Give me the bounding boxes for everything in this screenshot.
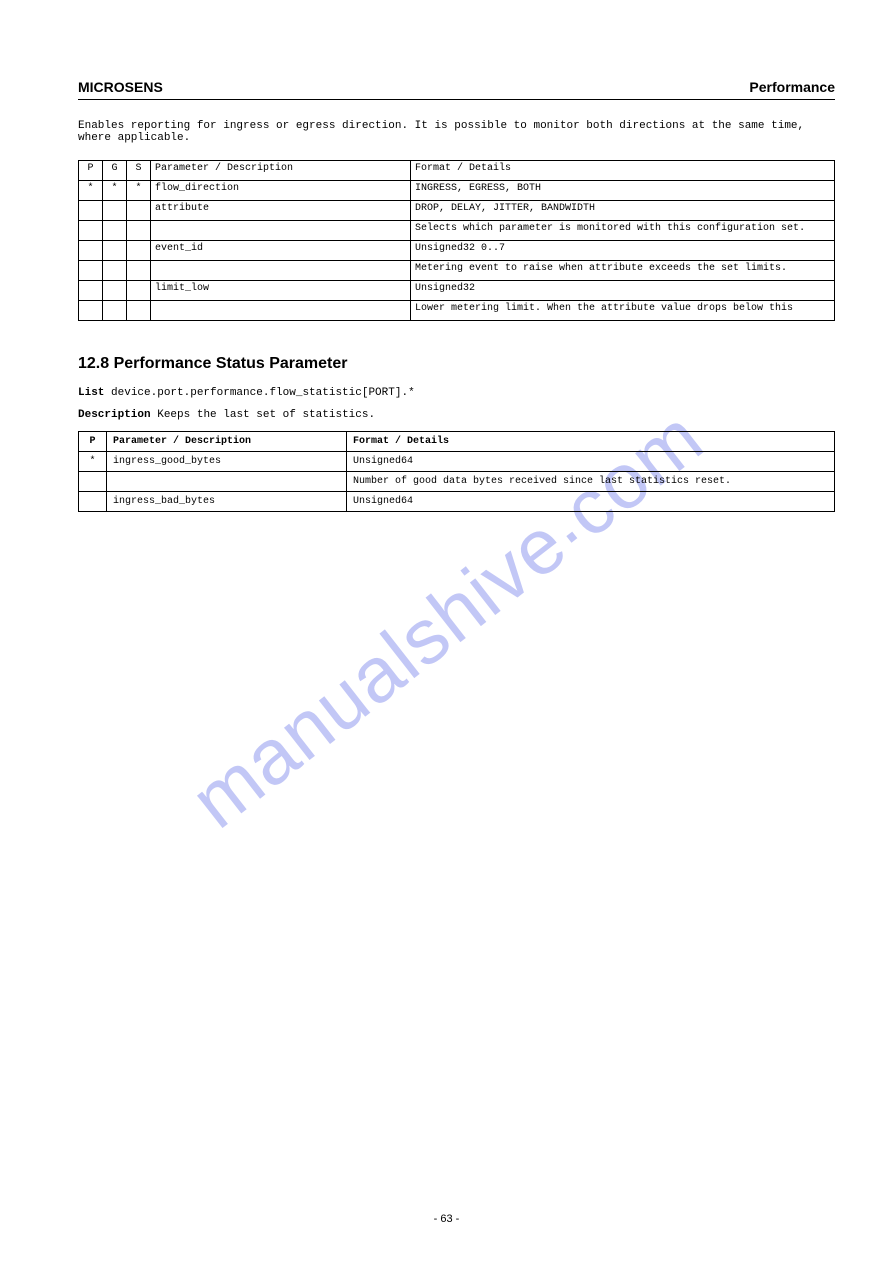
table-cell [79, 472, 107, 492]
table-cell [127, 281, 151, 301]
table-cell [127, 201, 151, 221]
table-cell [79, 492, 107, 512]
table-cell [103, 281, 127, 301]
table-cell [127, 301, 151, 321]
page-header: MICROSENS Performance [78, 70, 835, 100]
list-line: List device.port.performance.flow_statis… [78, 387, 835, 399]
table-cell [151, 221, 411, 241]
table-cell [79, 281, 103, 301]
table-cell: * [127, 181, 151, 201]
table-cell: attribute [151, 201, 411, 221]
desc-label: Description [78, 409, 151, 421]
table-cell: event_id [151, 241, 411, 261]
table-cell: INGRESS, EGRESS, BOTH [411, 181, 835, 201]
table-cell: Unsigned64 [347, 452, 835, 472]
table-header-row: P G S Parameter / Description Format / D… [79, 161, 835, 181]
table-cell [103, 261, 127, 281]
table-cell: Selects which parameter is monitored wit… [411, 221, 835, 241]
table-header-row: P Parameter / Description Format / Detai… [79, 432, 835, 452]
table-cell: DROP, DELAY, JITTER, BANDWIDTH [411, 201, 835, 221]
intro-text: Enables reporting for ingress or egress … [78, 120, 835, 144]
table-cell: flow_direction [151, 181, 411, 201]
table-cell: Number of good data bytes received since… [347, 472, 835, 492]
table-cell [151, 301, 411, 321]
table-cell [103, 301, 127, 321]
table-header-cell: P [79, 161, 103, 181]
table-row: attribute DROP, DELAY, JITTER, BANDWIDTH [79, 201, 835, 221]
page-content: MICROSENS Performance Enables reporting … [78, 70, 835, 512]
section-title: 12.8 Performance Status Parameter [78, 355, 835, 373]
table-header-cell: Format / Details [347, 432, 835, 452]
table-cell: * [103, 181, 127, 201]
table-cell [127, 261, 151, 281]
table-cell [107, 472, 347, 492]
table-cell [127, 221, 151, 241]
table-cell: limit_low [151, 281, 411, 301]
header-brand: MICROSENS [78, 79, 163, 95]
table-row: Metering event to raise when attribute e… [79, 261, 835, 281]
table-header-cell: P [79, 432, 107, 452]
table-header-cell: S [127, 161, 151, 181]
table-header-cell: Format / Details [411, 161, 835, 181]
table-cell: ingress_good_bytes [107, 452, 347, 472]
page-number: - 63 - [0, 1213, 893, 1225]
table-cell [79, 241, 103, 261]
table-cell [103, 201, 127, 221]
table-cell: Lower metering limit. When the attribute… [411, 301, 835, 321]
table-row: ingress_bad_bytes Unsigned64 [79, 492, 835, 512]
table-row: event_id Unsigned32 0..7 [79, 241, 835, 261]
table-row: limit_low Unsigned32 [79, 281, 835, 301]
table-cell: Unsigned64 [347, 492, 835, 512]
table-cell: Metering event to raise when attribute e… [411, 261, 835, 281]
desc-text: Keeps the last set of statistics. [157, 409, 375, 421]
table-header-cell: G [103, 161, 127, 181]
table-header-cell: Parameter / Description [107, 432, 347, 452]
header-section: Performance [749, 79, 835, 95]
table-row: Number of good data bytes received since… [79, 472, 835, 492]
table-cell [151, 261, 411, 281]
table-cell: * [79, 452, 107, 472]
list-text: device.port.performance.flow_statistic[P… [111, 387, 415, 399]
parameter-table: P G S Parameter / Description Format / D… [78, 160, 835, 321]
table-cell [127, 241, 151, 261]
table-cell [79, 221, 103, 241]
table-cell: ingress_bad_bytes [107, 492, 347, 512]
table-cell [103, 221, 127, 241]
table-header-cell: Parameter / Description [151, 161, 411, 181]
status-table: P Parameter / Description Format / Detai… [78, 431, 835, 512]
table-cell [79, 301, 103, 321]
table-cell: * [79, 181, 103, 201]
table-row: Lower metering limit. When the attribute… [79, 301, 835, 321]
table-cell: Unsigned32 0..7 [411, 241, 835, 261]
table-row: * ingress_good_bytes Unsigned64 [79, 452, 835, 472]
table-row: * * * flow_direction INGRESS, EGRESS, BO… [79, 181, 835, 201]
table-cell [79, 261, 103, 281]
table-row: Selects which parameter is monitored wit… [79, 221, 835, 241]
list-label: List [78, 387, 104, 399]
table-cell [79, 201, 103, 221]
table-cell [103, 241, 127, 261]
desc-line: Description Keeps the last set of statis… [78, 409, 835, 421]
table-cell: Unsigned32 [411, 281, 835, 301]
